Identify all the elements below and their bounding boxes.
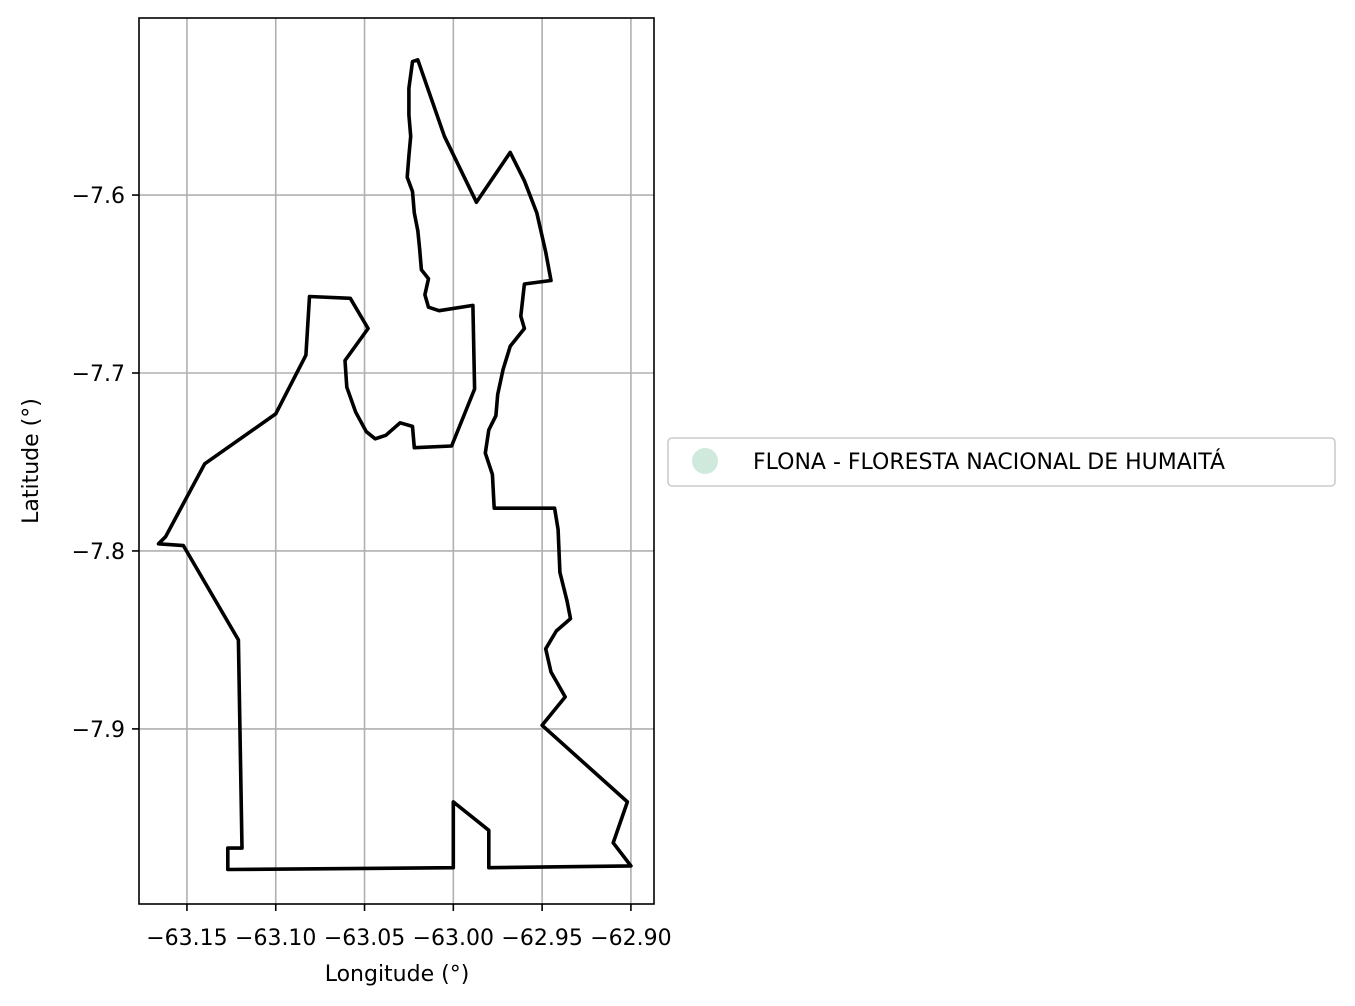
x-tick-label: −63.10	[235, 926, 316, 951]
x-axis-ticks: −63.15 −63.10 −63.05 −63.00 −62.95 −62.90	[146, 904, 672, 951]
plot-frame	[138, 17, 655, 905]
y-tick-label: −7.7	[72, 362, 125, 387]
x-tick-label: −63.00	[413, 926, 494, 951]
legend-frame	[667, 437, 1336, 487]
y-tick-label: −7.8	[72, 540, 125, 565]
y-tick-label: −7.9	[72, 718, 125, 743]
y-tick-label: −7.6	[72, 184, 125, 209]
x-tick-label: −63.05	[324, 926, 405, 951]
x-tick-label: −62.90	[590, 926, 671, 951]
x-axis-label: Longitude (°)	[325, 962, 470, 987]
x-tick-label: −63.15	[146, 926, 227, 951]
flona-boundary	[156, 58, 633, 872]
legend-entry-label: FLONA - FLORESTA NACIONAL DE HUMAITÁ	[753, 449, 1225, 475]
y-axis-ticks: −7.6 −7.7 −7.8 −7.9	[72, 184, 139, 743]
legend: FLONA - FLORESTA NACIONAL DE HUMAITÁ	[667, 437, 1336, 487]
grid-lines	[139, 18, 654, 904]
legend-marker-icon	[692, 448, 718, 474]
y-axis-label: Latitude (°)	[19, 398, 44, 524]
x-tick-label: −62.95	[501, 926, 582, 951]
